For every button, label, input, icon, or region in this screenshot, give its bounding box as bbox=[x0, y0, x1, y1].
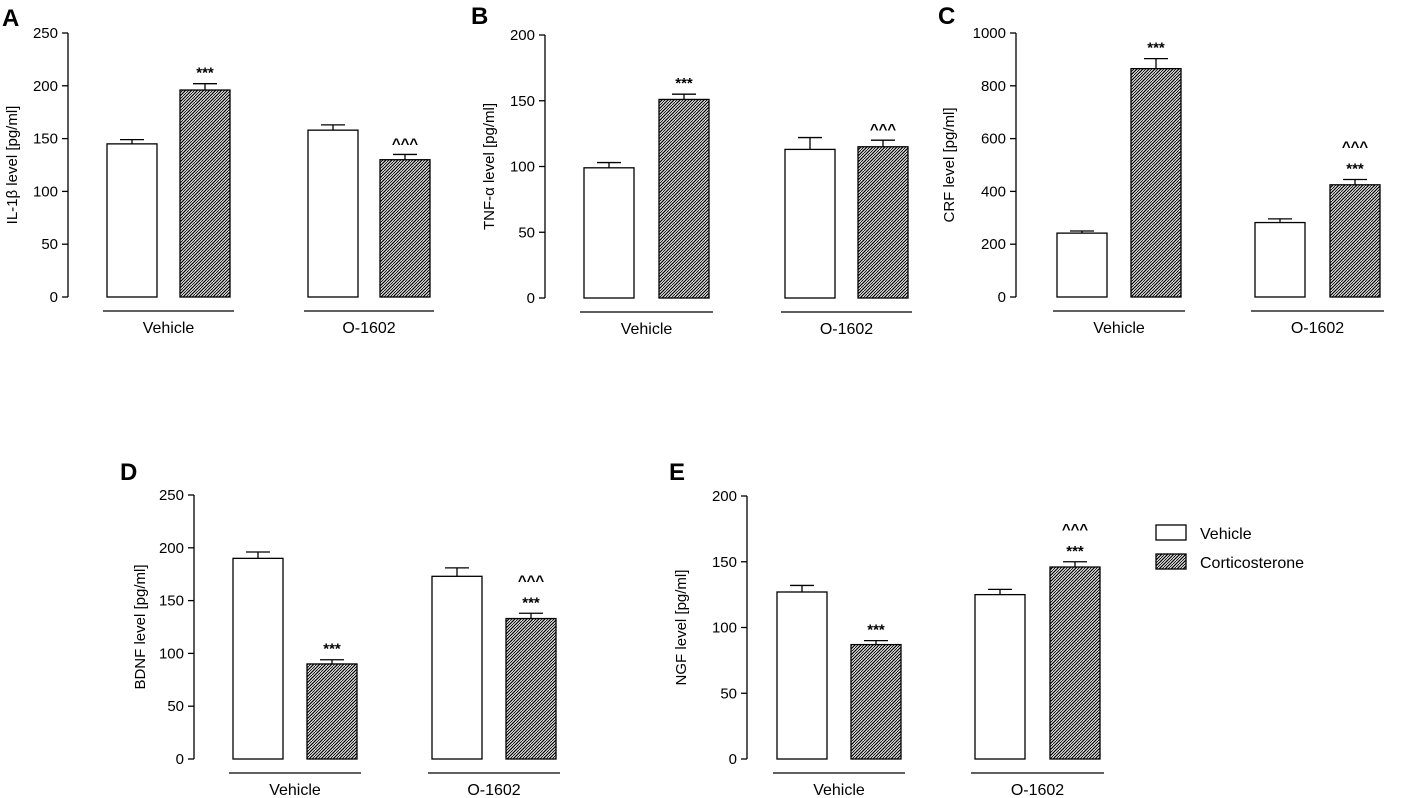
legend-corticosterone-swatch bbox=[1155, 553, 1187, 570]
panel-e-group-label: O-1602 bbox=[1011, 782, 1064, 798]
panel-e-bar-vehicle-1 bbox=[974, 593, 1026, 760]
panel-a-group-label: Vehicle bbox=[143, 320, 195, 337]
panel-b-bar-vehicle-1 bbox=[784, 148, 836, 299]
legend-vehicle-label: Vehicle bbox=[1200, 526, 1252, 543]
panel-c-bar-vehicle-1 bbox=[1254, 221, 1306, 298]
panel-c-bar-corticosterone-1 bbox=[1329, 184, 1381, 298]
panel-b: B 0 50 100 150 200 TNF-α level [pg/ml] Vehicle O… bbox=[471, 3, 912, 338]
panel-b-ytick-label: 50 bbox=[518, 224, 535, 241]
panel-d-ylabel: BDNF level [pg/ml] bbox=[132, 564, 149, 689]
panel-b-bar-vehicle-0 bbox=[583, 167, 635, 299]
panel-c-ytick-label: 1000 bbox=[973, 25, 1006, 42]
panel-e-sig-marker: *** bbox=[1066, 543, 1084, 560]
panel-d-bar-corticosterone-0 bbox=[306, 663, 358, 760]
panel-d-ytick-label: 50 bbox=[167, 698, 184, 715]
panel-a-group-label: O-1602 bbox=[342, 320, 395, 337]
panel-c-sig-marker: ^^^ bbox=[1342, 139, 1369, 156]
legend-corticosterone-label: Corticosterone bbox=[1200, 555, 1304, 572]
legend-vehicle-swatch bbox=[1155, 524, 1187, 541]
panel-b-sig-marker: ^^^ bbox=[870, 121, 897, 138]
panel-c-ytick-label: 600 bbox=[981, 131, 1006, 148]
panel-c-ytick-label: 0 bbox=[998, 289, 1006, 306]
panel-b-ytick-label: 150 bbox=[510, 93, 535, 110]
panel-b-sig-marker: *** bbox=[675, 75, 693, 92]
panel-d-sig-marker: *** bbox=[323, 641, 341, 658]
panel-a-ytick-label: 0 bbox=[50, 289, 58, 306]
panel-d-ytick-label: 150 bbox=[159, 593, 184, 610]
panel-a-bar-corticosterone-1 bbox=[379, 159, 431, 298]
panel-c-group-label: O-1602 bbox=[1291, 320, 1344, 337]
panel-c-sig-marker: *** bbox=[1346, 161, 1364, 178]
panel-a-bar-vehicle-0 bbox=[106, 143, 158, 298]
panel-b-bar-corticosterone-0 bbox=[658, 98, 710, 299]
panel-a-bar-corticosterone-0 bbox=[179, 89, 231, 298]
panel-b-bar-corticosterone-1 bbox=[857, 146, 909, 299]
panel-d: D 0 50 100 150 200 250 BDNF level [pg/ml] Vehicl… bbox=[120, 459, 560, 798]
panel-a-ytick-label: 50 bbox=[41, 236, 58, 253]
panel-b-ytick-label: 200 bbox=[510, 27, 535, 44]
panel-c-bar-corticosterone-0 bbox=[1130, 67, 1182, 298]
panel-d-group-label: Vehicle bbox=[269, 782, 321, 798]
panel-b-group-label: O-1602 bbox=[820, 321, 873, 338]
legend: Vehicle Corticosterone bbox=[1155, 524, 1304, 572]
panel-e-ylabel: NGF level [pg/ml] bbox=[673, 570, 690, 686]
panel-c-sig-marker: *** bbox=[1147, 40, 1165, 57]
panel-e: E 0 50 100 150 200 NGF level [pg/ml] Vehicle O-1… bbox=[669, 459, 1104, 798]
panel-c-ytick-label: 400 bbox=[981, 183, 1006, 200]
panel-a-ytick-label: 100 bbox=[33, 183, 58, 200]
panel-c-bar-vehicle-0 bbox=[1056, 232, 1108, 298]
panel-d-ytick-label: 250 bbox=[159, 487, 184, 504]
panel-e-ytick-label: 50 bbox=[720, 685, 737, 702]
panel-c-ylabel: CRF level [pg/ml] bbox=[941, 107, 958, 222]
panel-d-bar-corticosterone-1 bbox=[505, 617, 557, 760]
panel-e-bar-corticosterone-0 bbox=[850, 643, 902, 760]
panel-d-ytick-label: 200 bbox=[159, 540, 184, 557]
panel-c-letter: C bbox=[938, 3, 955, 30]
panel-a-ytick-label: 150 bbox=[33, 131, 58, 148]
panel-a-sig-marker: ^^^ bbox=[392, 135, 419, 152]
panel-e-ytick-label: 150 bbox=[712, 554, 737, 571]
panel-a-bar-vehicle-1 bbox=[307, 129, 359, 298]
panel-d-group-label: O-1602 bbox=[467, 782, 520, 798]
panel-d-bar-vehicle-0 bbox=[232, 557, 284, 760]
panel-b-letter: B bbox=[471, 3, 488, 30]
panel-c-ytick-label: 800 bbox=[981, 78, 1006, 95]
panel-b-ylabel: TNF-α level [pg/ml] bbox=[481, 103, 498, 230]
panel-e-group-label: Vehicle bbox=[813, 782, 865, 798]
panel-a-ytick-label: 200 bbox=[33, 78, 58, 95]
panel-e-letter: E bbox=[669, 459, 685, 486]
panel-c: C 0 200 400 600 800 1000 CRF level [pg/ml] Vehic… bbox=[938, 3, 1384, 337]
panel-b-ytick-label: 100 bbox=[510, 159, 535, 176]
panel-e-ytick-label: 100 bbox=[712, 620, 737, 637]
panel-d-bar-vehicle-1 bbox=[431, 575, 483, 760]
panel-d-sig-marker: ^^^ bbox=[518, 572, 545, 589]
panel-e-ytick-label: 200 bbox=[712, 488, 737, 505]
panel-e-sig-marker: ^^^ bbox=[1062, 521, 1089, 538]
panel-d-letter: D bbox=[120, 459, 137, 486]
panel-c-ytick-label: 200 bbox=[981, 236, 1006, 253]
panel-b-ytick-label: 0 bbox=[527, 290, 535, 307]
panel-e-sig-marker: *** bbox=[867, 622, 885, 639]
panel-d-sig-marker: *** bbox=[522, 594, 540, 611]
panel-a: A 0 50 100 150 200 250 IL-1β level [pg/ml] Vehic… bbox=[2, 5, 434, 337]
panel-d-ytick-label: 100 bbox=[159, 645, 184, 662]
panel-c-group-label: Vehicle bbox=[1093, 320, 1145, 337]
panel-a-ytick-label: 250 bbox=[33, 25, 58, 42]
panel-e-ytick-label: 0 bbox=[729, 751, 737, 768]
panel-e-bar-vehicle-0 bbox=[776, 591, 828, 760]
panel-d-ytick-label: 0 bbox=[176, 751, 184, 768]
panel-e-bar-corticosterone-1 bbox=[1049, 566, 1101, 760]
panel-b-group-label: Vehicle bbox=[621, 321, 673, 338]
panel-a-letter: A bbox=[2, 5, 19, 32]
panel-a-ylabel: IL-1β level [pg/ml] bbox=[4, 106, 21, 225]
panel-a-sig-marker: *** bbox=[196, 65, 214, 82]
